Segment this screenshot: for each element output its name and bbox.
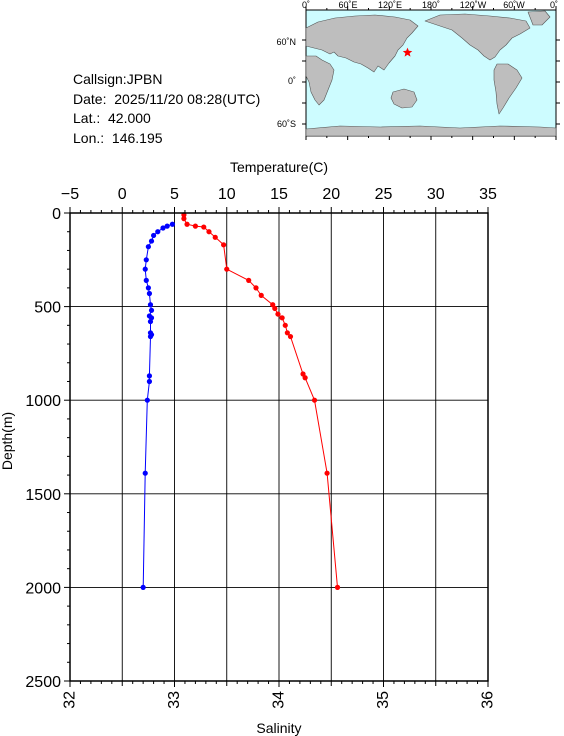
temperature-data-point	[221, 242, 227, 248]
salinity-data-point	[148, 307, 155, 313]
salinity-tick-label: 36	[480, 691, 497, 709]
salinity-tick-label: 35	[375, 691, 392, 709]
salinity-data-point	[146, 290, 153, 297]
temperature-data-point	[246, 277, 252, 283]
depth-axis-title: Depth(m)	[0, 412, 15, 470]
temperature-data-point	[253, 285, 259, 291]
salinity-data-point	[143, 257, 149, 263]
station-location-marker	[402, 47, 413, 57]
temperature-tick-label: 10	[218, 186, 236, 203]
map-lon-label-4: 120˚W	[460, 0, 487, 10]
map-lon-label-5: 60˚W	[503, 0, 525, 10]
eurasia-landmass	[305, 14, 419, 73]
salinity-data-point	[169, 221, 176, 227]
temperature-tick-label: 25	[375, 186, 393, 203]
temperature-axis-title: Temperature(C)	[230, 159, 328, 175]
chart-series	[140, 212, 341, 591]
temperature-tick-label: 15	[270, 186, 288, 203]
temperature-data-point	[181, 216, 187, 222]
temperature-tick-label: 30	[427, 186, 445, 203]
plot-frame	[69, 212, 489, 682]
greenland-landmass	[527, 10, 551, 26]
salinity-data-point	[147, 333, 154, 340]
salinity-data-point	[146, 373, 153, 379]
salinity-data-point	[148, 238, 155, 244]
temperature-data-point	[284, 330, 290, 336]
callsign-text: Callsign:JPBN	[73, 71, 163, 87]
map-lon-label-1: 60˚E	[338, 0, 357, 10]
africa-landmass	[305, 55, 335, 106]
temperature-data-point	[192, 223, 198, 229]
temperature-data-point	[272, 305, 278, 312]
temperature-tick-label: 0	[118, 186, 127, 203]
salinity-tick-label: 33	[166, 691, 183, 709]
temperature-data-point	[275, 311, 281, 317]
map-lon-label-0: 0˚	[302, 0, 310, 10]
temperature-data-point	[311, 397, 318, 403]
temperature-data-point	[279, 315, 285, 321]
temperature-data-point	[324, 470, 330, 476]
chart-grid	[69, 212, 489, 682]
salinity-data-point	[145, 285, 151, 291]
map-lat-label-60s: 60˚S	[277, 119, 296, 129]
temperature-tick-label: 35	[479, 186, 497, 203]
temperature-tick-label: 5	[170, 186, 179, 203]
depth-tick-label: 2500	[25, 674, 61, 691]
salinity-data-point	[142, 266, 148, 272]
station-info-block: Callsign:JPBN Date: 2025/11/20 08:28(UTC…	[73, 70, 260, 148]
temperature-tick-label: −5	[61, 186, 79, 203]
station-star-icon	[402, 47, 413, 57]
south-america-landmass	[493, 63, 523, 115]
map-lat-label-0: 0˚	[288, 76, 296, 86]
salinity-data-point	[147, 318, 154, 325]
map-lon-label-2: 120˚E	[378, 0, 402, 10]
salinity-axis-title: Salinity	[256, 720, 301, 736]
salinity-data-point	[144, 397, 150, 403]
salinity-data-point	[140, 584, 146, 591]
temperature-data-point	[334, 584, 341, 591]
temperature-data-point	[201, 224, 207, 230]
salinity-tick-label: 34	[271, 691, 288, 709]
temperature-tick-label: 20	[322, 186, 340, 203]
latitude-text: Lat.: 42.000	[73, 110, 151, 126]
map-lat-label-60n: 60˚N	[276, 37, 296, 47]
salinity-data-point	[143, 277, 149, 283]
depth-tick-label: 1500	[25, 487, 61, 504]
map-frame-ticks	[302, 6, 560, 140]
temperature-data-point	[224, 266, 230, 272]
map-land	[305, 10, 557, 137]
salinity-data-point	[146, 378, 153, 385]
australia-landmass	[390, 88, 418, 109]
salinity-data-point	[142, 470, 148, 476]
salinity-data-point	[160, 225, 166, 231]
map-lon-label-3: 180˚	[422, 0, 440, 10]
depth-tick-label: 0	[52, 206, 61, 223]
date-text: Date: 2025/11/20 08:28(UTC)	[73, 90, 261, 107]
depth-tick-label: 500	[34, 300, 61, 317]
salinity-data-point	[145, 244, 151, 250]
map-lon-label-6: 0˚	[550, 0, 558, 10]
temperature-data-point	[212, 234, 218, 240]
temperature-data-point	[184, 221, 190, 227]
temperature-data-point	[206, 229, 212, 235]
salinity-data-point	[151, 232, 157, 239]
north-america-landmass	[424, 13, 531, 61]
temperature-data-point	[287, 333, 294, 340]
longitude-text: Lon.: 146.195	[73, 129, 163, 146]
salinity-data-point	[147, 302, 154, 308]
salinity-data-point	[164, 223, 170, 229]
salinity-data-point	[155, 229, 161, 235]
depth-tick-label: 1000	[25, 393, 61, 410]
depth-tick-label: 2000	[25, 580, 61, 597]
temperature-data-point	[258, 292, 264, 298]
temperature-data-point	[282, 322, 288, 328]
salinity-tick-label: 32	[62, 691, 79, 709]
temperature-data-point	[302, 375, 308, 381]
